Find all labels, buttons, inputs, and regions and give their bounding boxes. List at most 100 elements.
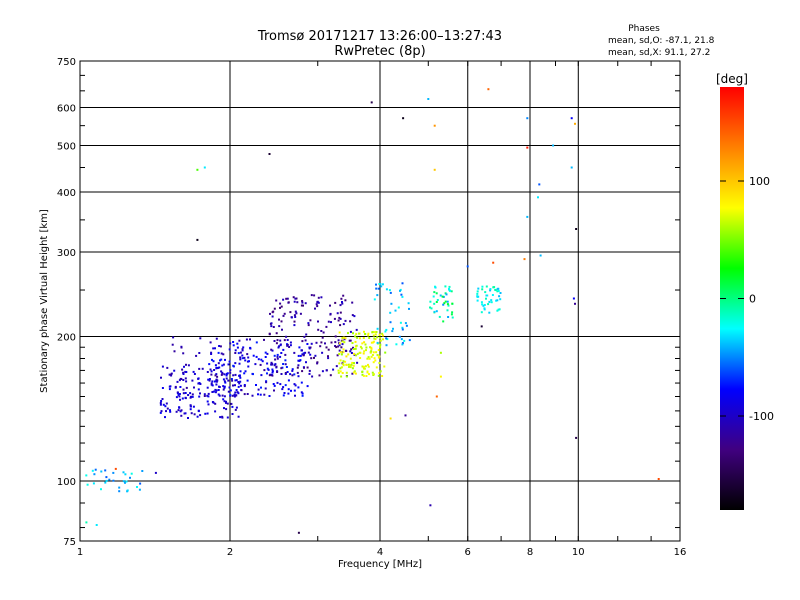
data-point <box>350 348 353 351</box>
data-point <box>182 371 185 374</box>
data-point <box>237 381 240 383</box>
data-point <box>338 344 341 347</box>
data-point <box>236 346 239 349</box>
data-point <box>282 394 285 397</box>
data-point <box>187 394 190 396</box>
data-point <box>206 394 209 397</box>
data-point <box>189 396 192 399</box>
data-point <box>222 398 225 401</box>
data-point <box>341 337 344 340</box>
data-point <box>174 385 177 388</box>
data-point <box>274 358 277 361</box>
data-point <box>183 412 186 415</box>
data-point <box>222 385 225 388</box>
data-point <box>362 337 365 339</box>
data-point <box>441 295 444 298</box>
data-point <box>575 436 578 439</box>
data-point <box>435 395 438 398</box>
data-point <box>350 363 353 366</box>
data-point <box>214 347 216 350</box>
data-point <box>351 342 354 344</box>
data-point <box>141 470 144 472</box>
data-point <box>231 394 234 397</box>
data-point <box>232 341 235 343</box>
data-point <box>287 379 290 382</box>
data-point <box>447 304 450 307</box>
data-point <box>185 380 188 383</box>
data-point <box>255 355 258 358</box>
data-point <box>306 343 309 345</box>
data-point <box>166 407 169 410</box>
data-point <box>169 373 172 376</box>
data-point <box>446 309 449 312</box>
data-point <box>349 357 352 360</box>
data-point <box>353 348 355 350</box>
data-point <box>228 360 231 363</box>
data-point <box>488 311 491 314</box>
data-point <box>217 389 220 391</box>
data-point <box>294 384 297 387</box>
data-point <box>345 363 348 366</box>
data-point <box>499 292 502 294</box>
data-point <box>252 373 254 376</box>
data-point <box>307 322 310 325</box>
data-point <box>219 359 221 362</box>
data-point <box>308 369 311 372</box>
data-point <box>337 345 340 348</box>
data-point <box>319 345 322 348</box>
data-point <box>401 328 404 331</box>
data-point <box>497 308 500 311</box>
data-point <box>322 331 325 334</box>
data-point <box>130 472 133 475</box>
data-point <box>178 379 181 382</box>
data-point <box>367 363 369 366</box>
data-point <box>297 386 300 389</box>
data-point <box>372 341 374 344</box>
data-point <box>181 397 184 400</box>
data-point <box>255 341 258 344</box>
data-point <box>335 365 338 368</box>
data-point <box>320 330 323 332</box>
data-point <box>325 369 328 372</box>
data-point <box>539 254 542 257</box>
data-point <box>189 408 192 411</box>
data-point <box>405 324 408 327</box>
data-point <box>199 414 202 417</box>
data-point <box>197 388 200 391</box>
data-point <box>182 352 185 355</box>
data-point <box>234 391 237 394</box>
data-point <box>104 469 107 472</box>
data-point <box>278 325 281 328</box>
data-point <box>244 370 247 373</box>
data-point <box>126 489 129 492</box>
data-point <box>366 357 369 360</box>
data-point <box>297 531 300 534</box>
data-point <box>225 377 228 380</box>
data-point <box>257 393 259 396</box>
data-point <box>177 409 180 412</box>
data-point <box>313 294 316 297</box>
data-point <box>179 386 182 388</box>
data-point <box>308 372 311 375</box>
data-point <box>195 354 198 357</box>
data-point <box>212 401 215 404</box>
data-point <box>446 300 449 303</box>
data-point <box>337 371 340 374</box>
data-point <box>466 265 469 268</box>
data-point <box>367 334 370 337</box>
data-point <box>289 344 292 347</box>
data-point <box>215 389 218 392</box>
data-point <box>234 384 236 387</box>
data-point <box>496 309 499 312</box>
data-point <box>345 371 348 374</box>
data-point <box>286 343 289 346</box>
grid-layer <box>80 61 680 541</box>
data-point <box>185 371 188 373</box>
data-point <box>359 357 362 359</box>
data-point <box>401 295 404 298</box>
data-point <box>316 305 319 308</box>
data-point <box>220 373 223 376</box>
data-point <box>407 302 410 305</box>
data-point <box>381 332 384 335</box>
data-point <box>480 311 483 314</box>
